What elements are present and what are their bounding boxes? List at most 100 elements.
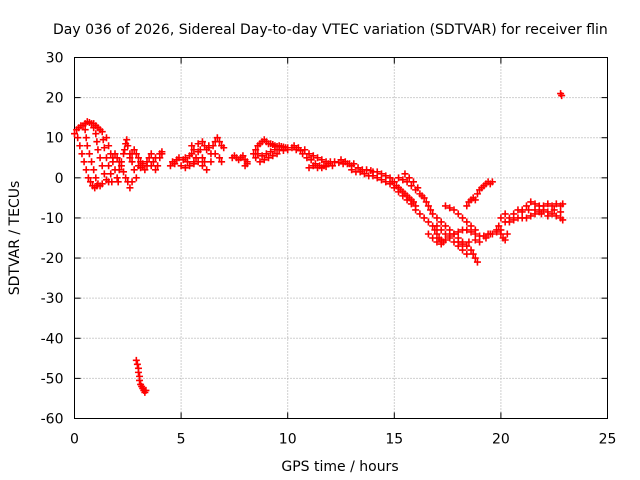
data-point (522, 214, 530, 222)
data-point (446, 226, 454, 234)
data-point (149, 158, 157, 166)
data-point (198, 162, 206, 170)
data-point (85, 150, 93, 158)
data-point (409, 178, 417, 186)
data-point (531, 206, 539, 214)
data-point (558, 92, 566, 100)
data-point (395, 174, 403, 182)
data-point (548, 210, 556, 218)
data-point (360, 170, 368, 178)
data-point (510, 210, 518, 218)
data-point (552, 200, 560, 208)
data-point (429, 234, 437, 242)
data-point (433, 230, 441, 238)
data-point (209, 142, 217, 150)
y-tick-label: 10 (46, 131, 64, 147)
data-point (96, 154, 104, 162)
data-point (471, 196, 479, 204)
data-point (465, 238, 473, 246)
x-tick-label: 10 (279, 432, 297, 448)
data-point (354, 164, 362, 172)
data-point (102, 154, 110, 162)
data-point (273, 150, 281, 158)
data-point (390, 184, 398, 192)
y-tick-label: 0 (55, 171, 64, 187)
data-point (139, 160, 147, 168)
data-point (463, 202, 471, 210)
data-point (294, 144, 302, 152)
data-point (130, 166, 138, 174)
data-point (92, 174, 100, 182)
data-point (108, 178, 116, 186)
data-point (115, 166, 123, 174)
data-point (107, 170, 115, 178)
data-point (446, 232, 454, 240)
data-point (488, 178, 496, 186)
data-point (437, 240, 445, 248)
data-point (186, 162, 194, 170)
data-point (540, 206, 548, 214)
data-point (215, 138, 223, 146)
data-point (433, 222, 441, 230)
data-point (100, 144, 108, 152)
data-point (495, 222, 503, 230)
data-point (403, 178, 411, 186)
data-point (350, 160, 358, 168)
data-point (132, 174, 140, 182)
data-point (441, 236, 449, 244)
grid (74, 57, 608, 419)
y-tick-label: -60 (41, 412, 64, 428)
data-point (437, 218, 445, 226)
data-point (544, 200, 552, 208)
data-point (463, 242, 471, 250)
y-tick-label: 30 (46, 51, 64, 67)
data-point (98, 128, 106, 136)
data-point (137, 164, 145, 172)
data-point (559, 200, 567, 208)
y-tick-label: -30 (41, 291, 64, 307)
data-point (309, 152, 317, 160)
data-point (105, 142, 113, 150)
data-point (201, 158, 209, 166)
data-point (550, 206, 558, 214)
data-point (120, 168, 128, 176)
data-point (152, 166, 160, 174)
data-point (102, 134, 110, 142)
data-point (463, 226, 471, 234)
data-point (424, 218, 432, 226)
data-point (337, 156, 345, 164)
data-point (252, 146, 260, 154)
data-point (450, 230, 458, 238)
data-point (416, 210, 424, 218)
data-point (459, 246, 467, 254)
data-point (90, 124, 98, 132)
data-point (497, 230, 505, 238)
data-point (527, 198, 535, 206)
data-point (83, 142, 91, 150)
data-point (122, 174, 130, 182)
data-point (203, 166, 211, 174)
data-point (133, 360, 141, 368)
x-tick-label: 20 (492, 432, 510, 448)
data-point (94, 146, 102, 154)
data-point (446, 204, 454, 212)
data-point (531, 200, 539, 208)
data-point (284, 146, 292, 154)
data-point (196, 146, 204, 154)
data-point (76, 142, 84, 150)
data-point (136, 376, 144, 384)
y-tick-label: 20 (46, 91, 64, 107)
data-point (82, 134, 90, 142)
data-point (433, 238, 441, 246)
data-point (314, 154, 322, 162)
data-point (243, 160, 251, 168)
data-point (486, 230, 494, 238)
data-point (418, 192, 426, 200)
data-point (111, 150, 119, 158)
data-point (471, 254, 479, 262)
data-point (450, 206, 458, 214)
data-point (433, 214, 441, 222)
data-point (471, 236, 479, 244)
data-point (113, 174, 121, 182)
data-point (205, 144, 213, 152)
